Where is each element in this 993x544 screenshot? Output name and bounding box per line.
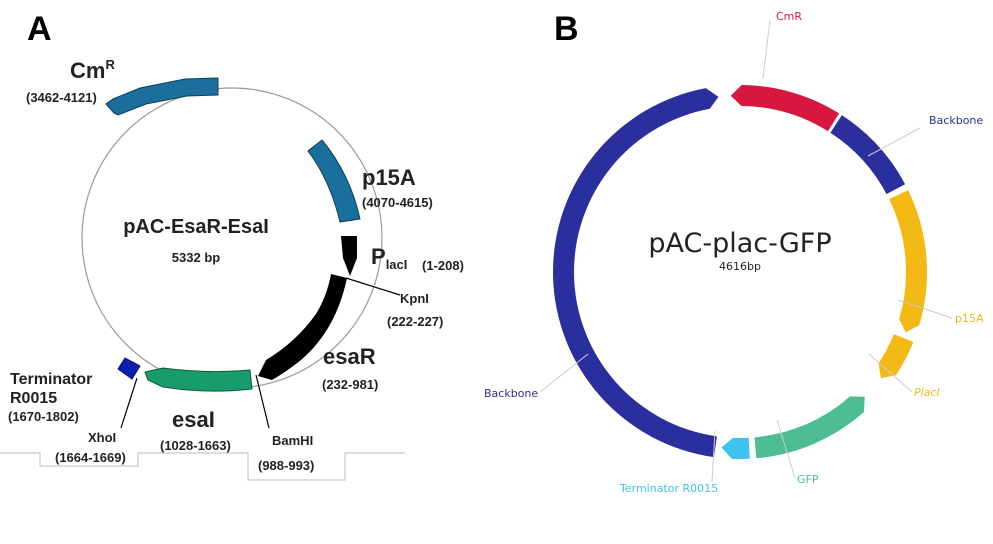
xhoi-site-line xyxy=(120,377,138,429)
p15a-label-b: p15A xyxy=(955,312,984,325)
panel-a: A pAC-EsaR-EsaI 5332 bp CmR (3462-4121) … xyxy=(0,10,464,481)
esar-label: esaR xyxy=(323,344,376,369)
panel-b-label: B xyxy=(554,10,579,48)
esai-range: (1028-1663) xyxy=(160,438,231,453)
placi-leader-line xyxy=(868,353,913,393)
p15a-ring-arc xyxy=(889,190,928,333)
placi-feature-arrow xyxy=(341,236,357,276)
backbone-right-leader-line xyxy=(867,127,921,157)
cmr-range: (3462-4121) xyxy=(26,90,97,105)
placi-label: PlacI xyxy=(371,244,407,272)
plasmid-a-size: 5332 bp xyxy=(172,250,220,265)
p15a-label: p15A xyxy=(362,165,416,190)
bamhi-range: (988-993) xyxy=(258,458,314,473)
terminator-label-line2: R0015 xyxy=(10,390,57,407)
plasmid-b-ring xyxy=(553,85,928,459)
cmr-label: CmR xyxy=(70,57,115,83)
placi-label-b: PlacI xyxy=(914,386,940,399)
placi-ring-arc xyxy=(878,334,914,379)
placi-range: (1-208) xyxy=(422,258,464,273)
kpni-range: (222-227) xyxy=(387,314,443,329)
backbone-left-label: Backbone xyxy=(484,387,538,400)
p15a-range: (4070-4615) xyxy=(362,195,433,210)
plasmid-a-name: pAC-EsaR-EsaI xyxy=(123,216,269,238)
xhoi-range: (1664-1669) xyxy=(55,450,126,465)
esar-feature-arrow xyxy=(258,274,347,380)
p15a-feature-block xyxy=(307,139,361,223)
terminator-label-b: Terminator R0015 xyxy=(619,482,718,495)
cmr-feature-arrow xyxy=(105,77,219,116)
plasmid-b-size: 4616bp xyxy=(719,260,761,273)
xhoi-label: XhoI xyxy=(88,430,116,445)
plasmid-a-backbone xyxy=(81,87,383,389)
terminator-label-line1: Terminator xyxy=(10,371,92,388)
site-bracket-line xyxy=(0,452,405,481)
terminator-ring-arc xyxy=(721,437,750,459)
cmr-leader-line xyxy=(762,19,771,79)
terminator-leader-line xyxy=(711,430,716,483)
cmr-label-b: CmR xyxy=(776,10,802,23)
backbone-right-label: Backbone xyxy=(929,114,983,127)
backbone-left-leader-line xyxy=(539,353,589,393)
gfp-leader-line xyxy=(776,419,796,479)
gfp-ring-arc xyxy=(754,396,865,459)
backbone-right-ring-arc xyxy=(830,115,906,195)
esai-feature-arrow xyxy=(144,367,253,392)
terminator-range: (1670-1802) xyxy=(8,409,79,424)
kpni-site-line xyxy=(345,277,401,296)
gfp-label-b: GFP xyxy=(797,473,819,486)
plasmid-b-name: pAC-plac-GFP xyxy=(648,228,831,259)
esai-label: esaI xyxy=(172,407,215,432)
panel-b: B pAC-plac-GFP 4616bp CmR Backbone p15A … xyxy=(484,10,984,495)
bamhi-label: BamHI xyxy=(272,433,313,448)
esar-range: (232-981) xyxy=(322,377,378,392)
terminator-feature-block xyxy=(117,357,141,380)
p15a-leader-line xyxy=(897,299,953,319)
cmr-ring-arc xyxy=(730,85,840,132)
backbone-left-ring-arc xyxy=(553,88,719,458)
panel-a-label: A xyxy=(27,10,52,48)
bamhi-site-line xyxy=(255,374,270,429)
kpni-label: KpnI xyxy=(400,291,429,306)
